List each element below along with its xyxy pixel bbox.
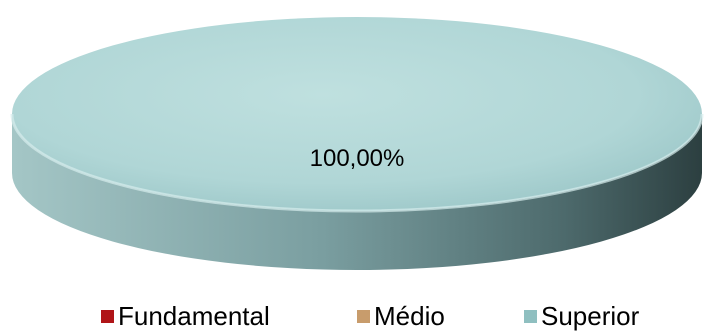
data-label-superior: 100,00% <box>310 145 405 172</box>
legend-item-fundamental: Fundamental <box>101 300 270 333</box>
legend: Fundamental Médio Superior <box>0 300 715 333</box>
pie-slice-side <box>12 114 702 270</box>
legend-label-fundamental: Fundamental <box>118 301 270 331</box>
pie-slice-superior <box>12 17 702 211</box>
legend-swatch-fundamental <box>101 310 114 323</box>
legend-label-superior: Superior <box>541 301 640 331</box>
legend-swatch-medio <box>357 310 370 323</box>
pie-chart: 100,00% <box>10 17 704 270</box>
legend-label-medio: Médio <box>374 301 445 331</box>
legend-item-medio: Médio <box>357 300 445 333</box>
legend-item-superior: Superior <box>524 300 639 333</box>
legend-swatch-superior <box>524 310 537 323</box>
pie-rim-highlight <box>10 113 704 213</box>
